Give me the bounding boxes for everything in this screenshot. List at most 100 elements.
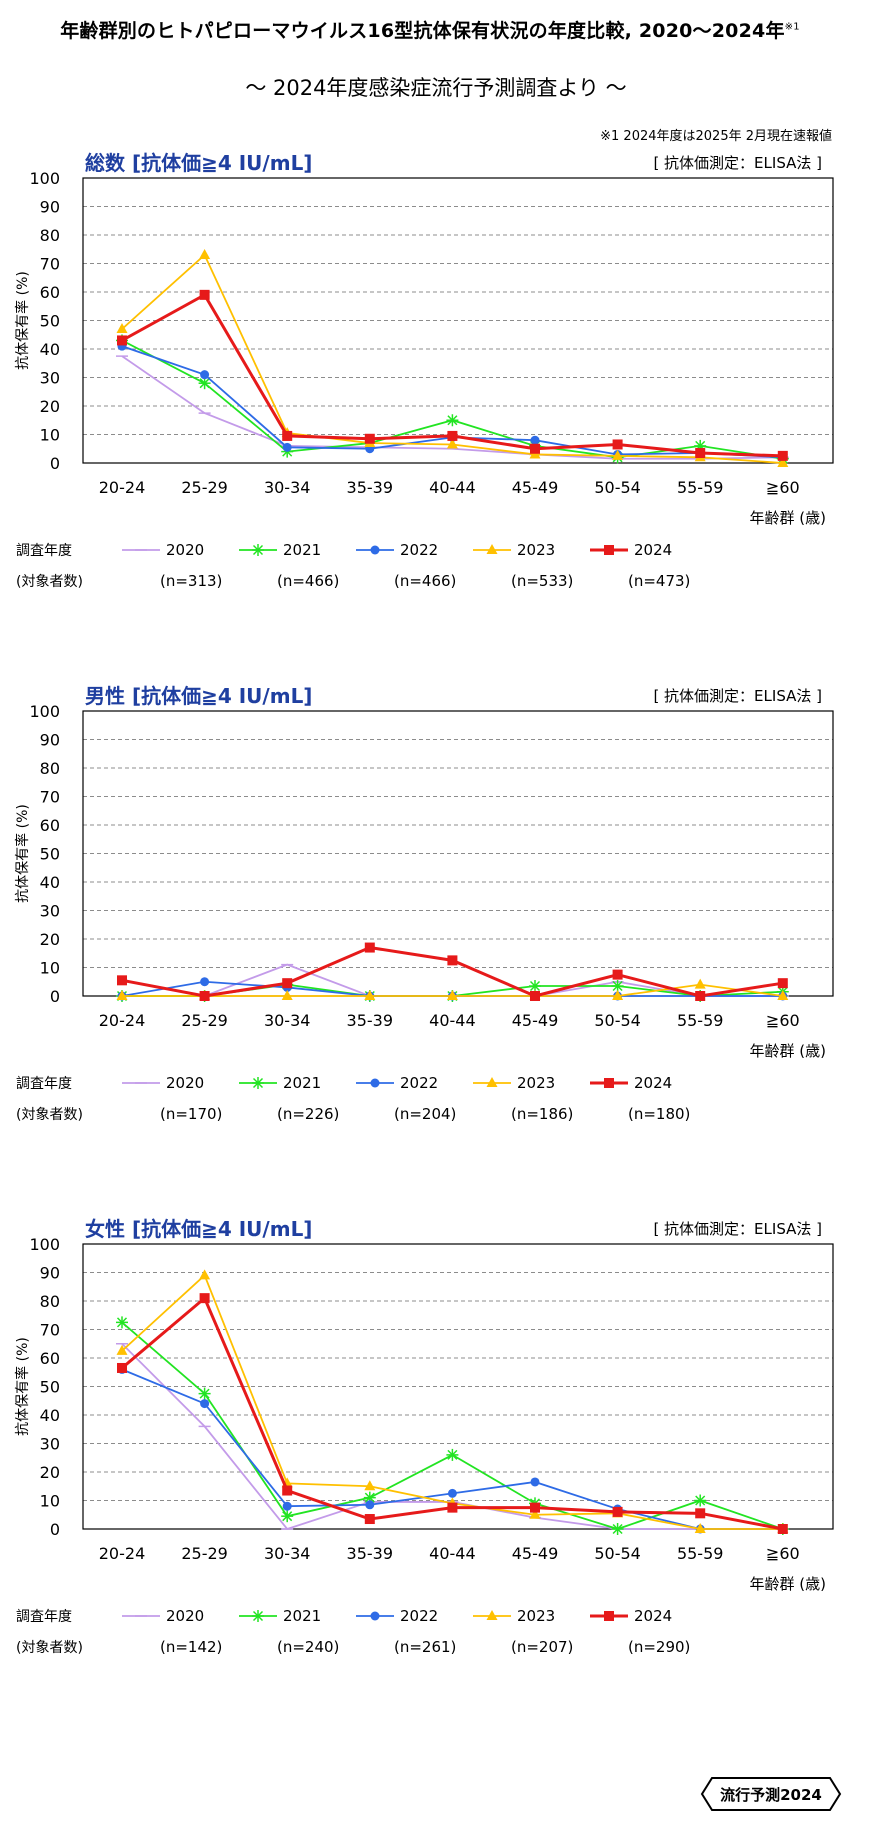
data-point: [282, 978, 293, 989]
y-tick-label: 40: [40, 873, 60, 892]
legend-swatch-marker: [252, 1610, 264, 1622]
x-tick-label: 50-54: [594, 1544, 641, 1563]
legend-swatch-marker: [604, 1611, 614, 1621]
legend-entry-name: 2020: [166, 541, 204, 559]
legend-year-label: 調査年度: [16, 543, 72, 559]
data-point: [447, 1488, 457, 1498]
legend-entry-name: 2020: [166, 1607, 204, 1625]
legend-entry-name: 2023: [517, 541, 555, 559]
y-tick-label: 80: [40, 226, 60, 245]
data-point: [777, 978, 788, 989]
x-axis-label: 年齢群 (歳): [750, 1042, 826, 1060]
data-point: [529, 1508, 541, 1519]
measurement-method: [ 抗体価測定：ELISA法 ]: [653, 154, 822, 172]
plot-frame: [82, 177, 834, 464]
y-tick-label: 30: [40, 902, 60, 921]
x-tick-label: 25-29: [181, 478, 228, 497]
y-tick-label: 0: [50, 454, 60, 473]
data-point: [364, 433, 375, 444]
data-point: [365, 1500, 375, 1510]
legend-item-2021: 2021 (n=226): [239, 1074, 339, 1123]
y-tick-label: 20: [40, 930, 60, 949]
y-tick-label: 40: [40, 340, 60, 359]
legend-entry-name: 2021: [283, 1074, 321, 1092]
legend-entry-n: (n=142): [160, 1638, 222, 1656]
y-tick-label: 30: [40, 369, 60, 388]
data-point: [612, 969, 623, 980]
footer-logo: 流行予測2024: [700, 1777, 842, 1811]
data-point: [447, 955, 458, 966]
legend-item-2024: 2024 (n=473): [590, 541, 690, 590]
y-tick-label: 80: [40, 759, 60, 778]
legend-entry-n: (n=180): [628, 1105, 690, 1123]
legend-swatch-marker: [370, 1078, 380, 1088]
data-point: [200, 977, 210, 987]
data-point: [116, 990, 128, 1000]
data-point: [446, 1448, 459, 1461]
y-tick-label: 0: [50, 987, 60, 1006]
legend-entry-n: (n=466): [277, 572, 339, 590]
data-point: [199, 1293, 210, 1304]
y-tick-label: 60: [40, 283, 60, 302]
data-point: [200, 1399, 210, 1409]
x-tick-label: 40-44: [429, 1011, 476, 1030]
data-point: [116, 323, 128, 334]
x-tick-label: 55-59: [677, 478, 724, 497]
legend-year-label: 調査年度: [16, 1076, 72, 1092]
x-tick-label: 45-49: [512, 478, 559, 497]
data-point: [199, 248, 211, 259]
data-point: [530, 443, 540, 454]
legend-entry-n: (n=186): [511, 1105, 573, 1123]
x-tick-label: ≧60: [766, 1011, 800, 1030]
data-point: [116, 1316, 128, 1329]
x-axis-label: 年齢群 (歳): [750, 1575, 826, 1593]
legend-entry-n: (n=170): [160, 1105, 222, 1123]
footnote: ※1 2024年度は2025年 2月現在速報値: [600, 129, 832, 144]
data-point: [612, 439, 623, 450]
y-tick-label: 20: [40, 1463, 60, 1482]
legend-entry-n: (n=290): [628, 1638, 690, 1656]
x-tick-label: 55-59: [677, 1544, 724, 1563]
legend-entry-n: (n=466): [394, 572, 456, 590]
legend-entry-name: 2024: [634, 541, 672, 559]
y-axis-label: 抗体保有率 (%): [14, 1337, 31, 1436]
data-point: [611, 1523, 624, 1535]
legend-swatch-marker: [486, 1610, 498, 1620]
y-tick-label: 90: [40, 198, 60, 217]
y-tick-label: 10: [40, 959, 60, 978]
x-tick-label: 45-49: [512, 1011, 559, 1030]
legend-entry-name: 2022: [400, 1074, 438, 1092]
data-point: [447, 430, 458, 441]
legend-entry-name: 2024: [634, 1607, 672, 1625]
data-point: [281, 990, 293, 1000]
x-tick-label: 35-39: [347, 1544, 394, 1563]
data-point: [694, 1523, 706, 1533]
data-point: [199, 1269, 211, 1280]
data-point: [612, 449, 624, 460]
y-tick-label: 30: [40, 1435, 60, 1454]
legend-entry-n: (n=261): [394, 1638, 456, 1656]
legend-entry-n: (n=313): [160, 572, 222, 590]
y-tick-label: 50: [40, 312, 60, 331]
legend-year-label: 調査年度: [16, 1609, 72, 1625]
y-tick-label: 80: [40, 1292, 60, 1311]
legend-entry-name: 2024: [634, 1074, 672, 1092]
legend-entry-n: (n=240): [277, 1638, 339, 1656]
x-tick-label: 30-34: [264, 478, 311, 497]
legend-entry-name: 2023: [517, 1074, 555, 1092]
legend-n-label: (対象者数): [16, 1107, 83, 1123]
data-point: [695, 1508, 706, 1519]
page-title: 年齢群別のヒトパピローマウイルス16型抗体保有状況の年度比較, 2020～202…: [60, 20, 800, 42]
series-2024: [117, 942, 788, 1001]
data-point: [116, 1344, 128, 1355]
footer-logo-text: 流行予測2024: [720, 1786, 822, 1804]
data-point: [364, 990, 376, 1000]
data-point: [446, 990, 458, 1000]
x-tick-label: 40-44: [429, 1544, 476, 1563]
data-point: [364, 942, 375, 953]
legend-item-2020: 2020 (n=142): [122, 1607, 222, 1656]
legend-entry-n: (n=473): [628, 572, 690, 590]
data-point: [694, 978, 706, 989]
y-axis-label: 抗体保有率 (%): [14, 271, 31, 370]
x-tick-label: 20-24: [99, 1011, 146, 1030]
